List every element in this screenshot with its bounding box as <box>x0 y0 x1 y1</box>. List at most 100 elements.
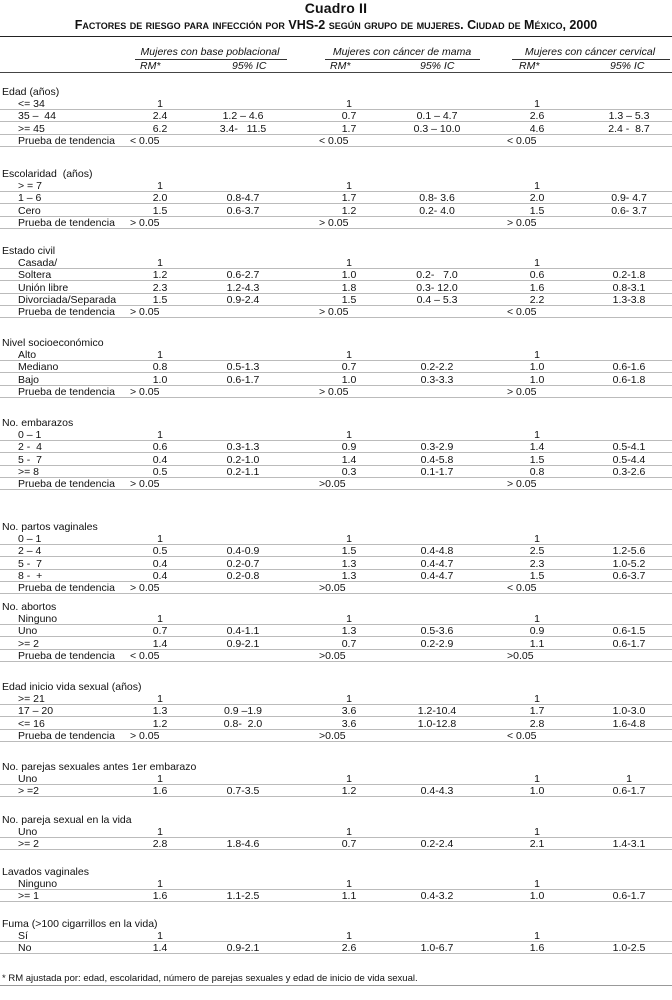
trend-value: < 0.05 <box>130 649 160 662</box>
row-label: >= 21 <box>18 693 45 706</box>
row-label: Soltera <box>18 269 52 282</box>
section-title: No. embarazos <box>2 417 74 429</box>
ic-value: 0.6-1.5 <box>612 625 646 638</box>
row-separator <box>0 636 672 638</box>
row-label: Uno <box>18 625 38 638</box>
row-label: Uno <box>18 826 38 839</box>
ic-value: 0.9- 4.7 <box>611 192 647 205</box>
row-separator <box>0 396 672 398</box>
rm-value: 2.6 <box>341 942 357 955</box>
trend-value: > 0.05 <box>507 216 537 229</box>
rm-value: 0.4 <box>152 569 168 582</box>
section-title: Nivel socioeconómico <box>2 337 104 349</box>
row-label: 17 – 20 <box>18 705 54 718</box>
table-label: Cuadro II <box>304 0 368 16</box>
row-separator <box>0 215 672 217</box>
row-label: >= 45 <box>18 122 45 135</box>
row-separator <box>0 784 672 786</box>
footnote: * RM ajustada por: edad, escolaridad, nú… <box>2 973 418 984</box>
rm-value: 1.4 <box>152 637 168 650</box>
row-label: No <box>18 942 32 955</box>
trend-value: < 0.05 <box>507 729 537 742</box>
rm-value: 1.0 <box>529 890 545 903</box>
ic-value: 1.0-3.0 <box>612 705 646 718</box>
ic-value: 0.1 – 4.7 <box>416 110 458 123</box>
row-label: >= 8 <box>18 465 40 478</box>
rm-value: 1 <box>157 826 163 839</box>
ic-value: 3.4- 11.5 <box>219 122 267 135</box>
ic-value: 1.0-2.5 <box>612 942 646 955</box>
row-separator <box>0 317 672 318</box>
row-separator <box>0 704 672 706</box>
row-label: Mediano <box>18 361 59 374</box>
rm-value: 1.8 <box>341 281 357 294</box>
group-header-cervical: Mujeres con cáncer cervical <box>524 46 656 58</box>
ic-value: 0.3-2.6 <box>612 465 646 478</box>
rm-value: 1.5 <box>529 569 545 582</box>
trend-value: >0.05 <box>319 582 346 594</box>
trend-value: > 0.05 <box>130 306 160 318</box>
table-subtitle: Factores de riesgo para infección por VH… <box>74 18 598 32</box>
rm-value: 1 <box>157 878 163 891</box>
rm-value: 0.9 <box>341 441 357 454</box>
rm-value: 1 <box>534 429 540 442</box>
row-separator <box>0 304 672 306</box>
rm-value: 2.3 <box>529 557 545 570</box>
trend-value: > 0.05 <box>319 385 349 398</box>
ic-value: 0.5-3.6 <box>420 625 454 638</box>
ic-value: 0.6- 3.7 <box>611 204 647 217</box>
ic-value: 0.2-0.8 <box>226 569 260 582</box>
rm-value: 1 <box>346 349 352 362</box>
row-label: Ninguno <box>18 613 58 626</box>
rm-value: 0.7 <box>152 625 168 638</box>
table-title-block: Cuadro II Factores de riesgo para infecc… <box>0 0 672 33</box>
section-title: Estado civil <box>2 245 56 257</box>
col-rm-2: RM* <box>330 60 351 72</box>
ic-value: 0.9-2.1 <box>226 637 260 650</box>
row-label: Casada/ <box>18 257 58 270</box>
trend-value: < 0.05 <box>130 134 160 147</box>
rm-value: 1 <box>534 180 540 193</box>
rm-value: 1.2 <box>341 785 357 798</box>
rm-value: 1 <box>157 773 163 786</box>
rm-value: 4.6 <box>529 122 545 135</box>
trend-label: Prueba de tendencia <box>18 216 115 229</box>
ic-value: 0.4-0.9 <box>226 545 260 558</box>
row-label: Ninguno <box>18 878 58 891</box>
ic-value: 0.2-1.0 <box>226 453 260 466</box>
col-rm-1: RM* <box>140 60 161 72</box>
rm-value: 1 <box>157 98 163 111</box>
rm-value: 0.9 <box>529 625 545 638</box>
trend-value: > 0.05 <box>319 306 349 318</box>
trend-label: Prueba de tendencia <box>18 385 115 398</box>
rm-value: 1.3 <box>152 705 168 718</box>
ic-value: 0.2- 7.0 <box>416 269 458 282</box>
row-separator <box>0 648 672 650</box>
rm-value: 0.4 <box>152 557 168 570</box>
rm-value: 1.6 <box>529 281 545 294</box>
ic-value: 0.5-4.4 <box>612 453 646 466</box>
trend-value: >0.05 <box>319 649 346 662</box>
bottom-rule <box>0 985 672 986</box>
row-separator <box>0 624 672 626</box>
rm-value: 0.3 <box>341 465 357 478</box>
ic-value: 1.3 – 5.3 <box>608 110 650 123</box>
ic-value: 0.6-3.7 <box>226 204 260 217</box>
row-separator <box>0 941 672 943</box>
rm-value: 0.7 <box>341 361 357 374</box>
group-underline-2 <box>325 59 480 60</box>
row-separator <box>0 716 672 718</box>
row-label: <= 16 <box>18 717 45 730</box>
ic-value: 1.0-5.2 <box>612 557 646 570</box>
trend-value: > 0.05 <box>130 216 160 229</box>
rm-value: 1.5 <box>341 545 357 558</box>
section-title: No. parejas sexuales antes 1er embarazo <box>2 761 197 773</box>
rm-value: 2.5 <box>529 545 545 558</box>
header-rule <box>0 72 672 73</box>
trend-value: < 0.05 <box>507 582 537 594</box>
rm-value: 1 <box>534 257 540 270</box>
rm-value: 2.4 <box>152 110 168 123</box>
ic-value: 0.1-1.7 <box>420 465 454 478</box>
ic-value: 1.6-4.8 <box>612 717 646 730</box>
